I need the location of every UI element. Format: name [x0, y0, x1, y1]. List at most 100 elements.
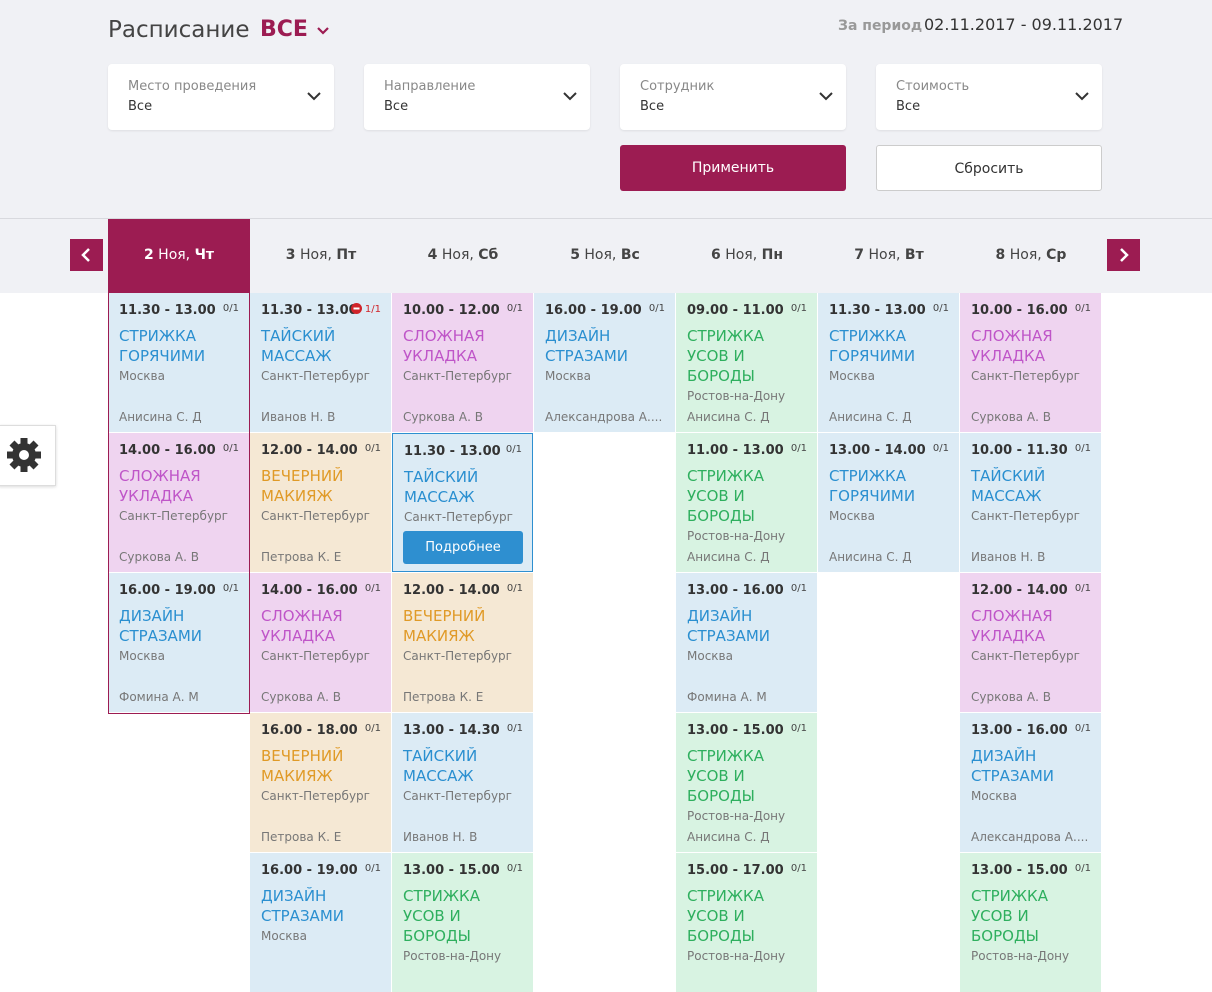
settings-button[interactable]	[0, 425, 56, 486]
event-title-block: СЛОЖНАЯ УКЛАДКА Санкт-Петербург	[971, 326, 1093, 386]
event-title-block: СТРИЖКА УСОВ И БОРОДЫ Ростов-на-Дону	[403, 886, 525, 966]
day-month: Ноя,	[441, 247, 474, 263]
count-text: 0/1	[790, 443, 807, 454]
event-time: 10.00 - 11.30	[971, 443, 1068, 458]
day-weekday: Ср	[1046, 247, 1067, 263]
event-count: 0/1	[1075, 723, 1091, 734]
event-place: Санкт-Петербург	[261, 509, 370, 523]
day-weekday: Вс	[620, 247, 640, 263]
event-card[interactable]: 12.00 - 14.00 0/1 ВЕЧЕРНИЙ МАКИЯЖ Санкт-Пет…	[392, 573, 533, 712]
event-card[interactable]: 13.00 - 15.00 0/1 СТРИЖКА УСОВ И БОРОДЫ Рос…	[676, 713, 817, 852]
event-card[interactable]: 13.00 - 14.30 0/1 ТАЙСКИЙ МАССАЖ Санкт-Пете…	[392, 713, 533, 852]
event-card[interactable]: 16.00 - 19.00 0/1 ДИЗАЙН СТРАЗАМИ Москва	[250, 853, 391, 992]
event-card[interactable]: 13.00 - 16.00 0/1 ДИЗАЙН СТРАЗАМИ Москва Але…	[960, 713, 1101, 852]
filter-dropdown[interactable]: Сотрудник Все	[620, 64, 846, 130]
event-count: 0/1	[791, 723, 807, 734]
count-text: 0/1	[1074, 863, 1091, 874]
prev-button[interactable]	[70, 239, 103, 271]
event-card[interactable]: 16.00 - 18.00 0/1 ВЕЧЕРНИЙ МАКИЯЖ Санкт-Пет…	[250, 713, 391, 852]
count-text: 0/1	[364, 723, 381, 734]
day-weekday: Вт	[904, 247, 924, 263]
event-staff: Суркова А. В	[261, 690, 341, 704]
count-text: 0/1	[648, 303, 665, 314]
day-number: 6	[710, 247, 721, 263]
event-title-block: СЛОЖНАЯ УКЛАДКА Санкт-Петербург	[261, 606, 383, 666]
event-place: Санкт-Петербург	[971, 649, 1080, 663]
filter-text[interactable]: ВСЕ	[260, 17, 308, 42]
reset-button[interactable]: Сбросить	[876, 145, 1102, 191]
day-header[interactable]: 8 Ноя, Ср	[960, 219, 1102, 293]
chevron	[307, 92, 321, 101]
day-header[interactable]: 7 Ноя, Вт	[818, 219, 960, 293]
event-title: СТРИЖКА ГОРЯЧИМИ	[829, 327, 916, 365]
event-count: 0/1	[223, 443, 239, 454]
day-header[interactable]: 2 Ноя, Чт	[108, 219, 250, 293]
event-title-block: СЛОЖНАЯ УКЛАДКА Санкт-Петербург	[119, 466, 241, 526]
event-card[interactable]: 11.00 - 13.00 0/1 СТРИЖКА УСОВ И БОРОДЫ Рос…	[676, 433, 817, 572]
next-button[interactable]	[1107, 239, 1140, 271]
event-card[interactable]: 15.00 - 17.00 0/1 СТРИЖКА УСОВ И БОРОДЫ Рос…	[676, 853, 817, 992]
day-header[interactable]: 4 Ноя, Сб	[392, 219, 534, 293]
event-staff: Александрова А....	[545, 410, 663, 424]
filter-dropdown[interactable]: Направление Все	[364, 64, 590, 130]
event-title: ДИЗАЙН СТРАЗАМИ	[261, 887, 344, 925]
event-card[interactable]: 13.00 - 15.00 0/1 СТРИЖКА УСОВ И БОРОДЫ Рос…	[392, 853, 533, 992]
day-header[interactable]: 6 Ноя, Пн	[676, 219, 818, 293]
day-month: Ноя,	[1009, 247, 1042, 263]
event-count: 0/1	[791, 863, 807, 874]
filter-dropdown[interactable]: Стоимость Все	[876, 64, 1102, 130]
event-card[interactable]: 10.00 - 12.00 0/1 СЛОЖНАЯ УКЛАДКА Санкт-Пет…	[392, 293, 533, 432]
day-header[interactable]: 5 Ноя, Вс	[534, 219, 676, 293]
event-card[interactable]: 16.00 - 19.00 0/1 ДИЗАЙН СТРАЗАМИ Москва Але…	[534, 293, 675, 432]
period-label: За период	[838, 18, 923, 34]
event-title: ДИЗАЙН СТРАЗАМИ	[119, 607, 202, 645]
event-title-block: СЛОЖНАЯ УКЛАДКА Санкт-Петербург	[971, 606, 1093, 666]
event-card[interactable]: 10.00 - 16.00 0/1 СЛОЖНАЯ УКЛАДКА Санкт-Пет…	[960, 293, 1101, 432]
event-staff: Иванов Н. В	[261, 410, 336, 424]
event-place: Москва	[829, 509, 875, 523]
event-card[interactable]: 11.30 - 13.00 1/1 ТАЙСКИЙ МАССАЖ Санкт-Пете…	[250, 293, 391, 432]
event-count: 0/1	[791, 443, 807, 454]
event-staff: Суркова А. В	[403, 410, 483, 424]
event-card[interactable]: 13.00 - 14.00 0/1 СТРИЖКА ГОРЯЧИМИ Москва Ан…	[818, 433, 959, 572]
event-time: 16.00 - 19.00	[261, 863, 358, 878]
event-title: СЛОЖНАЯ УКЛАДКА	[403, 327, 485, 365]
event-card[interactable]: 14.00 - 16.00 0/1 СЛОЖНАЯ УКЛАДКА Санкт-Пет…	[250, 573, 391, 712]
event-staff: Суркова А. В	[971, 410, 1051, 424]
event-count: 0/1	[649, 303, 665, 314]
event-staff: Петрова К. Е	[261, 550, 342, 564]
full-icon	[350, 303, 362, 314]
schedule-filter[interactable]: ВСЕ	[260, 17, 330, 42]
event-staff: Иванов Н. В	[971, 550, 1046, 564]
details-button[interactable]: Подробнее	[403, 531, 523, 564]
event-time: 12.00 - 14.00	[261, 443, 358, 458]
event-card[interactable]: 12.00 - 14.00 0/1 СЛОЖНАЯ УКЛАДКА Санкт-Пет…	[960, 573, 1101, 712]
event-place: Москва	[829, 369, 875, 383]
event-title: СТРИЖКА ГОРЯЧИМИ	[829, 467, 916, 505]
event-card[interactable]: 10.00 - 11.30 0/1 ТАЙСКИЙ МАССАЖ Санкт-Пете…	[960, 433, 1101, 572]
day-month: Ноя,	[584, 247, 617, 263]
day-weekday: Пн	[761, 247, 783, 263]
event-card[interactable]: 09.00 - 11.00 0/1 СТРИЖКА УСОВ И БОРОДЫ Рос…	[676, 293, 817, 432]
event-card[interactable]: 11.30 - 13.00 0/1 СТРИЖКА ГОРЯЧИМИ Москва Ан…	[818, 293, 959, 432]
event-place: Санкт-Петербург	[403, 789, 512, 803]
event-title-block: ТАЙСКИЙ МАССАЖ Санкт-Петербург	[404, 467, 526, 527]
period[interactable]: 02.11.2017 - 09.11.2017	[924, 15, 1124, 34]
event-time: 16.00 - 18.00	[261, 723, 358, 738]
day-header[interactable]: 3 Ноя, Пт	[250, 219, 392, 293]
apply-button[interactable]: Применить	[620, 145, 846, 191]
event-card[interactable]: 13.00 - 15.00 0/1 СТРИЖКА УСОВ И БОРОДЫ Рос…	[960, 853, 1101, 992]
event-place: Санкт-Петербург	[403, 369, 512, 383]
event-card[interactable]: 11.30 - 13.00 0/1 ТАЙСКИЙ МАССАЖ Санкт-Пете…	[392, 433, 533, 572]
event-time: 09.00 - 11.00	[687, 303, 784, 318]
event-card[interactable]: 13.00 - 16.00 0/1 ДИЗАЙН СТРАЗАМИ Москва Фом…	[676, 573, 817, 712]
event-count: 0/1	[791, 303, 807, 314]
event-title-block: ДИЗАЙН СТРАЗАМИ Москва	[261, 886, 383, 946]
filter-value: Все	[896, 99, 921, 114]
event-card[interactable]: 16.00 - 19.00 0/1 ДИЗАЙН СТРАЗАМИ Москва Фом…	[108, 573, 249, 712]
event-card[interactable]: 11.30 - 13.00 0/1 СТРИЖКА ГОРЯЧИМИ Москва Ан…	[108, 293, 249, 432]
event-card[interactable]: 14.00 - 16.00 0/1 СЛОЖНАЯ УКЛАДКА Санкт-Пет…	[108, 433, 249, 572]
event-card[interactable]: 12.00 - 14.00 0/1 ВЕЧЕРНИЙ МАКИЯЖ Санкт-Пет…	[250, 433, 391, 572]
filter-dropdown[interactable]: Место проведения Все	[108, 64, 334, 130]
